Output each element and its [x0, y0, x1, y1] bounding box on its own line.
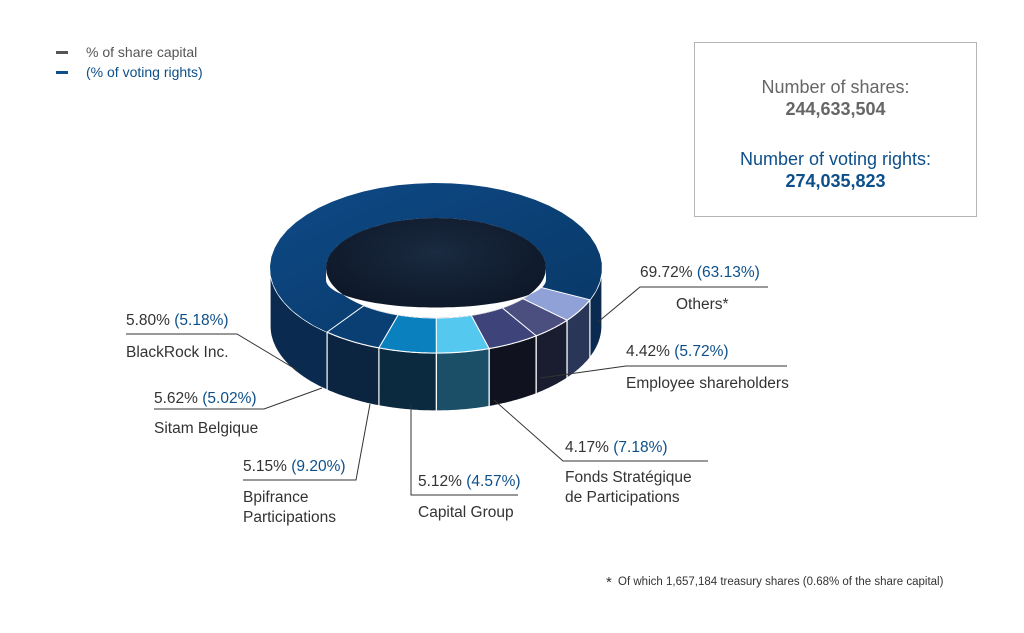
voting-value-employee: (5.72%) [674, 343, 728, 360]
leader-fsp [493, 399, 708, 462]
name-label-sitam: Sitam Belgique [154, 420, 258, 437]
leader-sitam [154, 387, 323, 410]
leader-bpifrance [243, 403, 371, 481]
side-bpifrance [435, 347, 490, 412]
voting-value-capital-group: (4.57%) [466, 473, 520, 490]
legend-swatch-share [56, 50, 68, 54]
name-label-others: Others* [676, 296, 729, 313]
side-others [269, 267, 328, 392]
name-label-capital-group: Capital Group [418, 504, 514, 521]
share-value-blackrock: 5.80% [126, 312, 174, 329]
donut-hole [326, 218, 546, 318]
share-value-employee: 4.42% [626, 343, 674, 360]
slice-others [270, 183, 602, 333]
footnote-text: Of which 1,657,184 treasury shares (0.68… [618, 576, 944, 588]
name-label-bpifrance-line1: Bpifrance [243, 489, 308, 506]
voting-rights-label: Number of voting rights: [739, 149, 932, 169]
leader-others [597, 286, 768, 323]
share-value-bpifrance: 5.15% [243, 458, 291, 475]
donut-ring [269, 183, 603, 412]
share-value-sitam: 5.62% [154, 390, 202, 407]
voting-value-sitam: (5.02%) [202, 390, 256, 407]
footnote-star: * [606, 574, 612, 591]
totals-box: Number of shares: 244,633,504 Number of … [694, 42, 977, 217]
shares-label: Number of shares: [761, 77, 910, 97]
value-label-sitam: 5.62% (5.02%) [154, 390, 257, 407]
value-label-blackrock: 5.80% (5.18%) [126, 312, 229, 329]
slice-labels: 69.72% (63.13%) Others* 4.42% (5.72%) Emplo… [126, 264, 789, 526]
shares-value: 244,633,504 [785, 99, 886, 119]
donut-hole-front [326, 268, 546, 318]
voting-value-blackrock: (5.18%) [174, 312, 228, 329]
legend-label-share: % of share capital [86, 44, 198, 60]
value-label-bpifrance: 5.15% (9.20%) [243, 458, 346, 475]
leader-blackrock [126, 333, 298, 371]
name-label-fsp-line2: de Participations [565, 489, 680, 506]
legend-swatch-voting [56, 70, 68, 74]
legend: % of share capital (% of voting rights) [56, 42, 203, 82]
name-label-blackrock: BlackRock Inc. [126, 344, 229, 361]
name-label-bpifrance-line2: Participations [243, 509, 336, 526]
value-label-others: 69.72% (63.13%) [640, 264, 760, 281]
name-label-fsp-line1: Fonds Stratégique [565, 469, 692, 486]
legend-item-voting-rights: (% of voting rights) [56, 62, 203, 82]
voting-value-fsp: (7.18%) [613, 439, 667, 456]
legend-item-share-capital: % of share capital [56, 42, 203, 62]
voting-rights-value: 274,035,823 [785, 171, 886, 191]
footnote: * Of which 1,657,184 treasury shares (0.… [606, 574, 943, 591]
value-label-capital-group: 5.12% (4.57%) [418, 473, 521, 490]
share-value-fsp: 4.17% [565, 439, 613, 456]
name-label-employee: Employee shareholders [626, 375, 789, 392]
voting-value-others: (63.13%) [697, 264, 760, 281]
leader-lines [126, 286, 787, 496]
leader-capital-group [410, 405, 518, 496]
share-value-capital-group: 5.12% [418, 473, 466, 490]
value-label-employee: 4.42% (5.72%) [626, 343, 729, 360]
side-sitam [378, 347, 437, 412]
voting-value-bpifrance: (9.20%) [291, 458, 345, 475]
legend-label-voting: (% of voting rights) [86, 64, 203, 80]
value-label-fsp: 4.17% (7.18%) [565, 439, 668, 456]
leader-employee [539, 365, 787, 379]
share-value-others: 69.72% [640, 264, 697, 281]
